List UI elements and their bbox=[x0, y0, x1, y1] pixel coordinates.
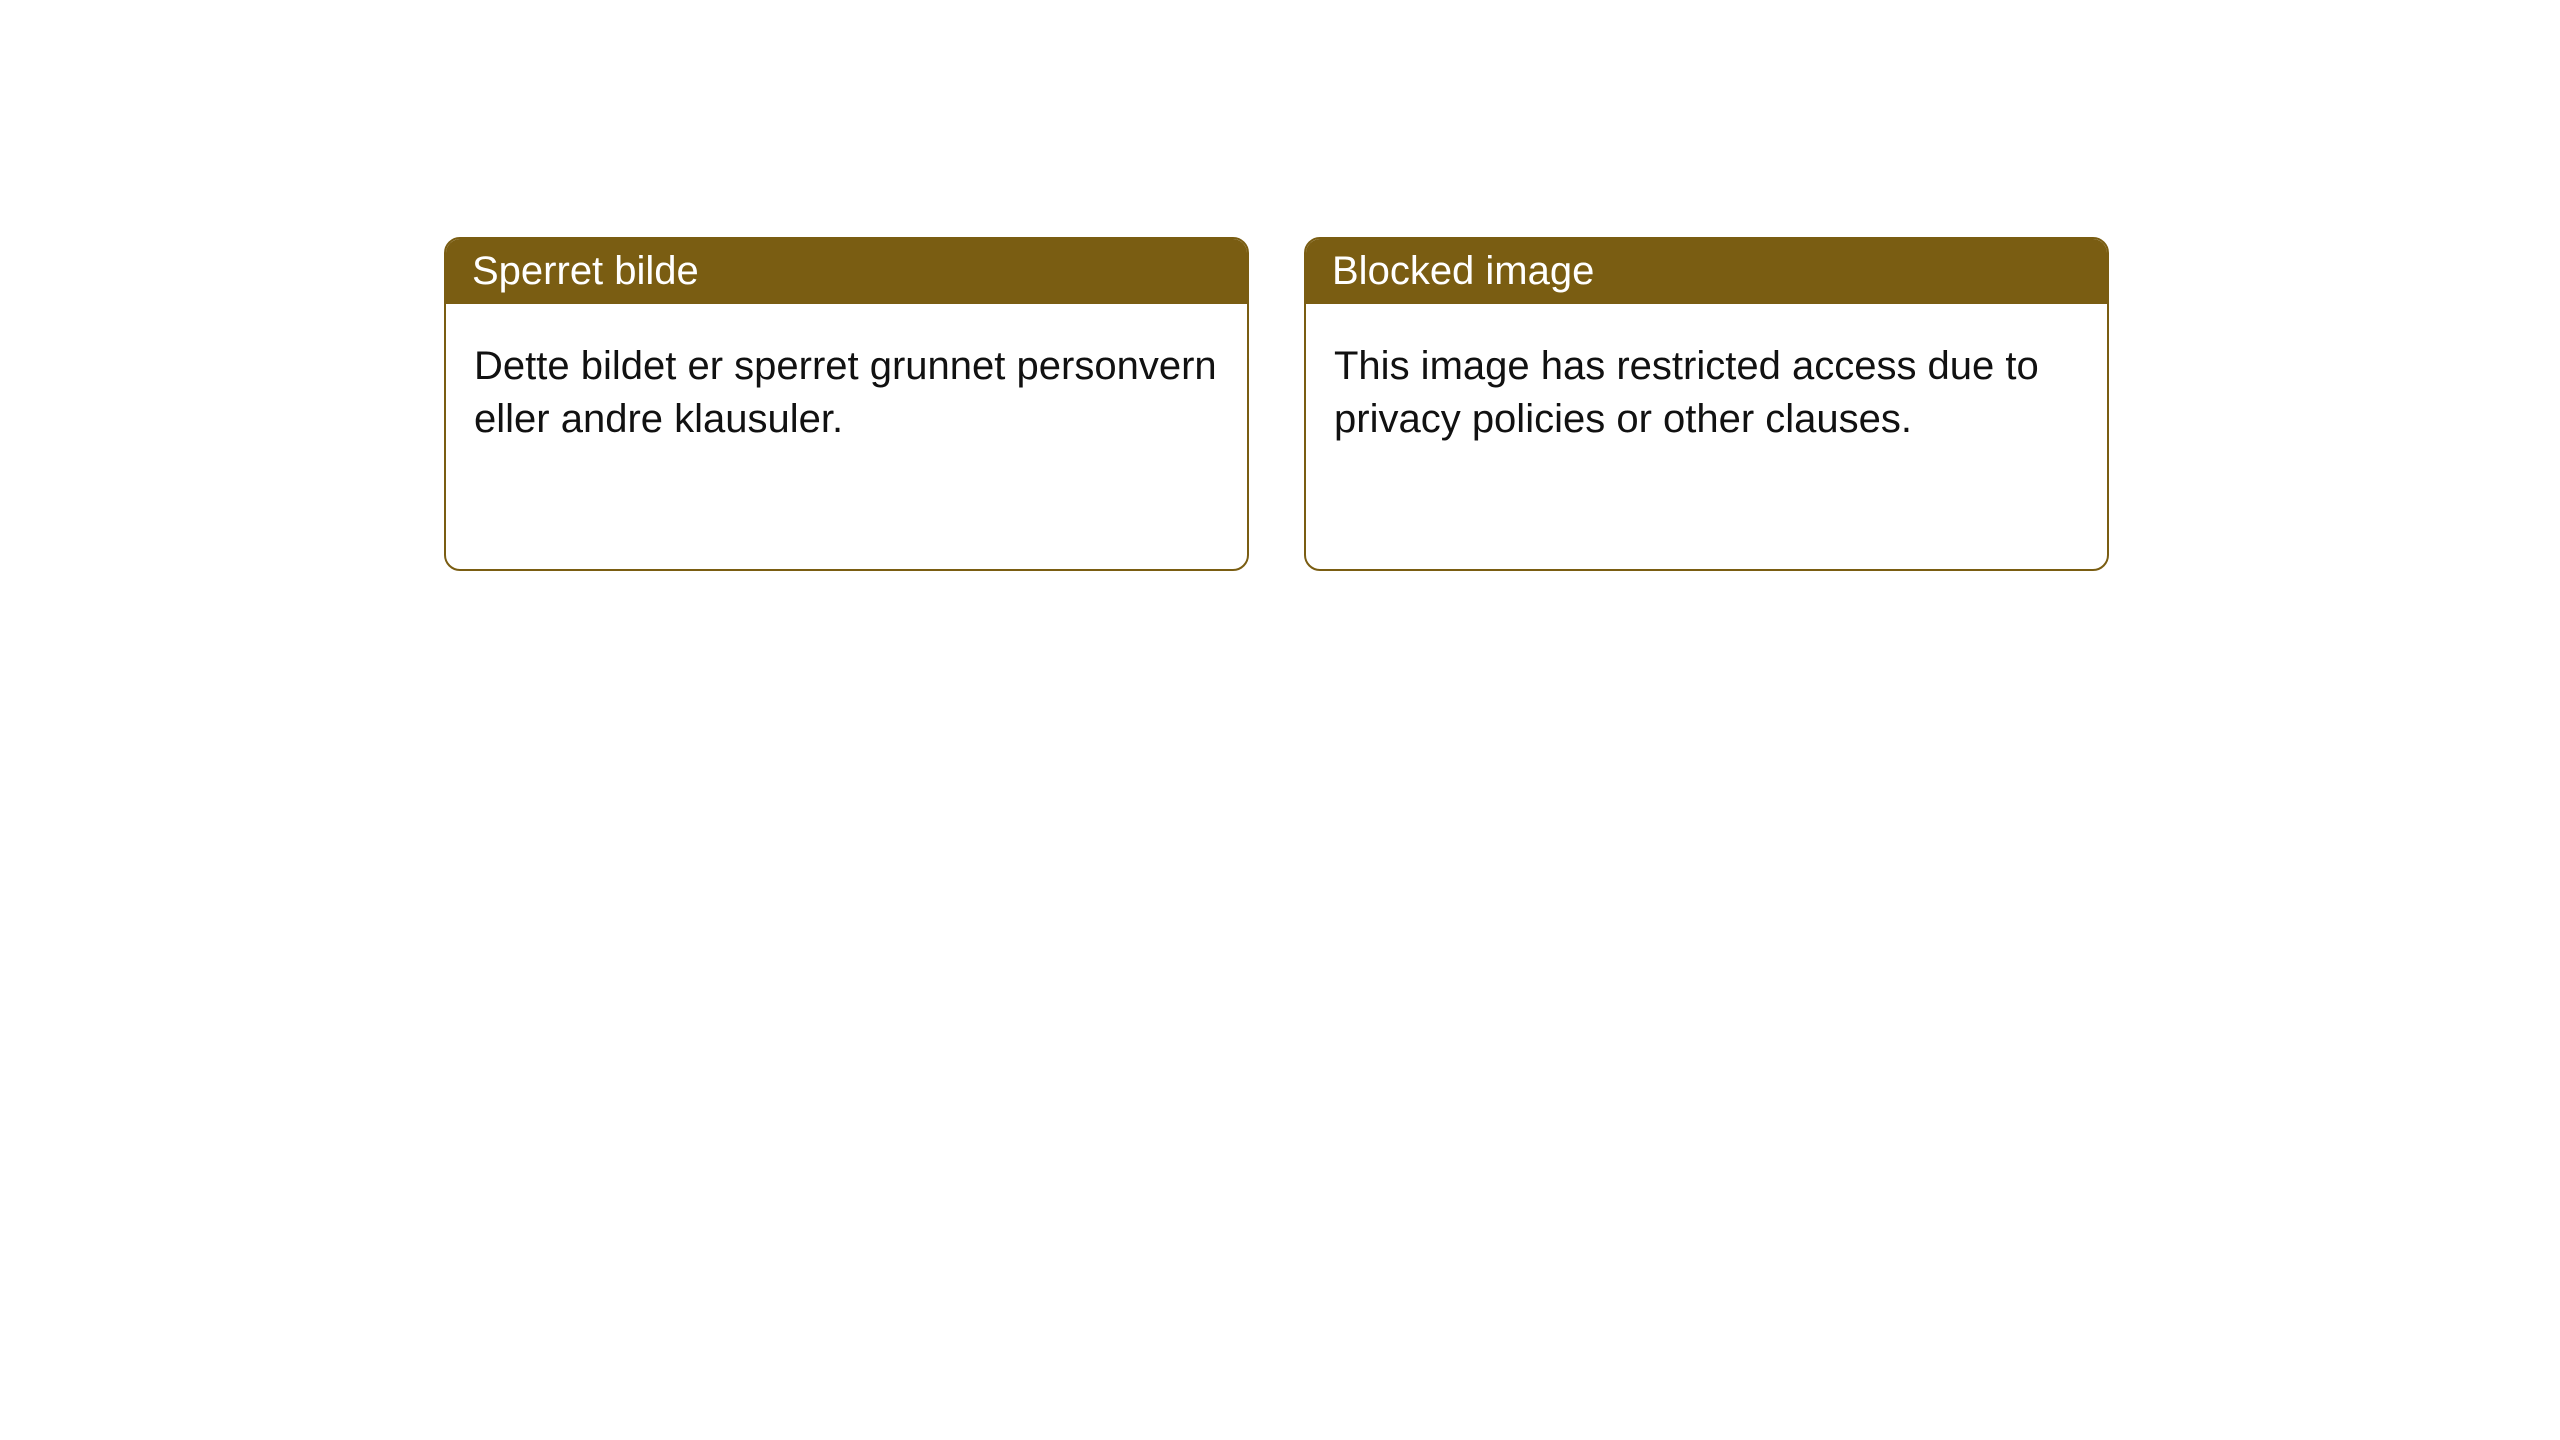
notice-header: Sperret bilde bbox=[446, 239, 1247, 304]
notice-body: This image has restricted access due to … bbox=[1306, 304, 2107, 482]
notice-header: Blocked image bbox=[1306, 239, 2107, 304]
notice-body: Dette bildet er sperret grunnet personve… bbox=[446, 304, 1247, 482]
notice-container: Sperret bilde Dette bildet er sperret gr… bbox=[444, 237, 2109, 571]
notice-card-norwegian: Sperret bilde Dette bildet er sperret gr… bbox=[444, 237, 1249, 571]
notice-title: Sperret bilde bbox=[472, 249, 699, 293]
notice-message: Dette bildet er sperret grunnet personve… bbox=[474, 344, 1217, 441]
notice-card-english: Blocked image This image has restricted … bbox=[1304, 237, 2109, 571]
notice-message: This image has restricted access due to … bbox=[1334, 344, 2039, 441]
notice-title: Blocked image bbox=[1332, 249, 1594, 293]
